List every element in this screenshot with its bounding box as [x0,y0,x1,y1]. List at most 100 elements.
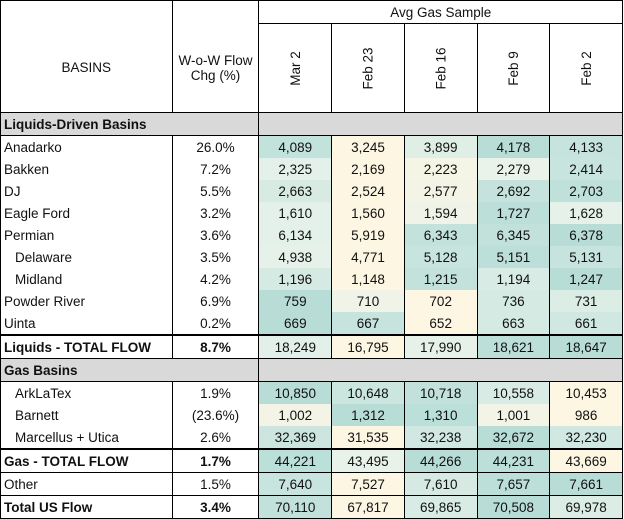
gas-total-row: Gas - TOTAL FLOW 1.7% 44,221 43,495 44,266 44… [0,448,623,473]
gas-sample-value: 2,577 [403,180,478,202]
basin-name: ArkLaTex [0,381,173,404]
basin-name: Gas - TOTAL FLOW [0,448,173,473]
gas-section-header: Gas Basins [0,358,623,382]
wow-flow-chg: 5.5% [171,180,259,202]
basin-name: Other [0,472,173,496]
gas-sample-value: 18,249 [258,334,332,359]
gas-sample-value: 44,231 [476,448,550,473]
wow-flow-chg: 1.9% [171,381,259,404]
basin-name: Delaware [0,246,173,268]
gas-sample-value: 18,647 [549,334,623,359]
gas-sample-value: 6,343 [403,224,478,246]
liquids-section-header: Liquids-Driven Basins [0,112,623,136]
liquids-basin-row: Eagle Ford 3.2% 1,610 1,560 1,594 1,727 1,628 [0,202,623,224]
gas-sample-value: 1,560 [331,202,405,224]
date-header-0: Mar 2 [258,23,332,113]
gas-sample-value: 2,692 [476,180,550,202]
other-row: Other 1.5% 7,640 7,527 7,610 7,657 7,661 [0,472,623,496]
gas-sample-value: 31,535 [331,426,405,449]
liquids-basin-row: Bakken 7.2% 2,325 2,169 2,223 2,279 2,414 [0,158,623,180]
gas-sample-value: 69,978 [549,495,623,519]
date-label: Feb 23 [360,46,376,90]
gas-sample-value: 663 [476,312,550,335]
gas-sample-value: 667 [331,312,405,335]
date-label: Feb 2 [578,50,594,86]
gas-sample-value: 759 [258,290,332,312]
gas-sample-value: 2,663 [258,180,332,202]
gas-sample-value: 1,594 [403,202,478,224]
wow-flow-chg: 6.9% [171,290,259,312]
date-header-4: Feb 2 [549,23,623,113]
gas-sample-value: 731 [549,290,623,312]
basin-name: Midland [0,268,173,290]
wow-flow-chg: 8.7% [171,334,259,359]
wow-chg-column-header: W-o-W Flow Chg (%) [171,23,259,113]
basin-name: DJ [0,180,173,202]
liquids-basin-row: Midland 4.2% 1,196 1,148 1,215 1,194 1,247 [0,268,623,290]
basin-name: Bakken [0,158,173,180]
basins-column-header: BASINS [0,23,173,113]
gas-sample-value: 7,640 [258,472,332,496]
gas-sample-value: 7,527 [331,472,405,496]
gas-sample-value: 652 [403,312,478,335]
gas-sample-value: 2,279 [476,158,550,180]
gas-sample-value: 986 [549,404,623,426]
liquids-basin-row: Powder River 6.9% 759 710 702 736 731 [0,290,623,312]
basin-name: Total US Flow [0,495,173,519]
gas-sample-value: 3,245 [331,135,405,158]
gas-sample-value: 10,453 [549,381,623,404]
gas-sample-value: 32,230 [549,426,623,449]
gas-sample-value: 1,610 [258,202,332,224]
gas-sample-value: 1,002 [258,404,332,426]
section-fill [172,358,259,382]
gas-sample-value: 2,703 [549,180,623,202]
gas-sample-value: 661 [549,312,623,335]
gas-basin-row: Marcellus + Utica 2.6% 32,369 31,535 32,238 3… [0,426,623,449]
date-label: Mar 2 [287,50,303,86]
wow-flow-chg: 4.2% [171,268,259,290]
liquids-total-row: Liquids - TOTAL FLOW 8.7% 18,249 16,795 17,9… [0,334,623,359]
section-title: Liquids-Driven Basins [0,112,173,136]
avg-gas-sample-header: Avg Gas Sample [258,0,623,24]
wow-flow-chg: 26.0% [171,135,259,158]
gas-sample-value: 2,325 [258,158,332,180]
gas-sample-value: 4,133 [549,135,623,158]
basin-name: Liquids - TOTAL FLOW [0,334,173,359]
gas-sample-value: 5,131 [549,246,623,268]
liquids-basin-row: Uinta 0.2% 669 667 652 663 661 [0,312,623,335]
gas-basin-row: Barnett (23.6%) 1,002 1,312 1,310 1,001 986 [0,404,623,426]
gas-sample-value: 43,495 [331,448,405,473]
date-label: Feb 9 [505,50,521,86]
gas-sample-value: 67,817 [331,495,405,519]
gas-sample-value: 2,169 [331,158,405,180]
basin-name: Permian [0,224,173,246]
wow-flow-chg: 3.5% [171,246,259,268]
gas-sample-value: 1,247 [549,268,623,290]
gas-sample-value: 2,524 [331,180,405,202]
gas-sample-value: 1,310 [403,404,478,426]
liquids-basin-row: Permian 3.6% 6,134 5,919 6,343 6,345 6,378 [0,224,623,246]
gas-sample-value: 4,089 [258,135,332,158]
gas-sample-value: 1,215 [403,268,478,290]
section-fill [258,358,623,382]
wow-flow-chg: 3.2% [171,202,259,224]
gas-sample-value: 7,657 [476,472,550,496]
header-blank-basins [0,0,173,24]
gas-sample-value: 702 [403,290,478,312]
gas-sample-value: 10,850 [258,381,332,404]
gas-sample-value: 736 [476,290,550,312]
liquids-basin-row: Delaware 3.5% 4,938 4,771 5,128 5,151 5,131 [0,246,623,268]
gas-sample-value: 70,110 [258,495,332,519]
wow-flow-chg: 3.4% [171,495,259,519]
gas-sample-value: 1,194 [476,268,550,290]
gas-sample-value: 32,672 [476,426,550,449]
header-blank-chg [171,0,259,24]
basin-name: Barnett [0,404,173,426]
gas-sample-value: 43,669 [549,448,623,473]
gas-sample-value: 6,134 [258,224,332,246]
gas-sample-value: 1,727 [476,202,550,224]
gas-sample-value: 44,266 [403,448,478,473]
gas-sample-value: 10,718 [403,381,478,404]
wow-flow-chg: 7.2% [171,158,259,180]
gas-sample-value: 17,990 [403,334,478,359]
